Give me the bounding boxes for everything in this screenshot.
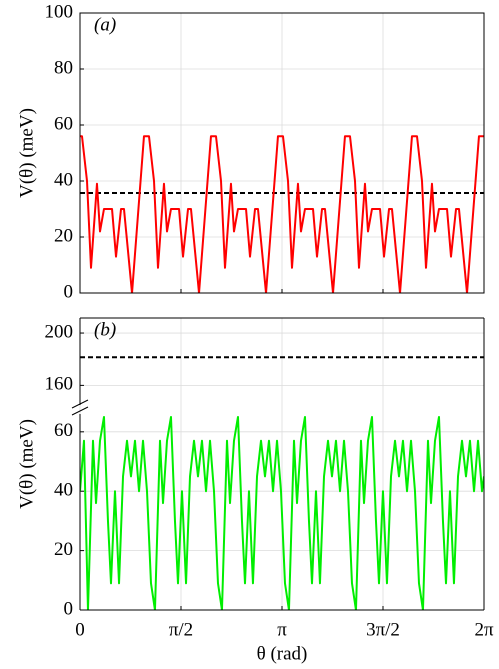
y-tick-label: 40 [54, 169, 73, 190]
y-tick-label: 160 [45, 374, 74, 395]
y-tick-label: 40 [54, 480, 73, 501]
x-tick-label: π [277, 619, 287, 640]
y-tick-label: 200 [45, 321, 74, 342]
x-tick-label: 2π [474, 619, 494, 640]
axis-break [71, 399, 89, 409]
y-tick-label: 80 [54, 57, 73, 78]
x-tick-label: 0 [75, 619, 85, 640]
panel-label: (b) [94, 319, 116, 340]
x-axis-label: θ (rad) [257, 643, 308, 664]
y-tick-label: 0 [64, 598, 74, 619]
axis-break [71, 406, 89, 416]
y-tick-label: 60 [54, 420, 73, 441]
y-tick-label: 20 [54, 225, 73, 246]
x-tick-label: π/2 [169, 619, 193, 640]
y-axis-label: V(θ) (meV) [16, 108, 37, 198]
y-tick-label: 20 [54, 539, 73, 560]
y-tick-label: 60 [54, 113, 73, 134]
y-tick-label: 100 [45, 1, 74, 22]
data-line [80, 415, 484, 610]
panel-label: (a) [94, 14, 116, 35]
y-tick-label: 0 [64, 281, 74, 302]
axis-frame [79, 12, 485, 294]
x-tick-label: 3π/2 [366, 619, 400, 640]
data-line [80, 135, 484, 293]
y-axis-label: V(θ) (meV) [16, 419, 37, 509]
